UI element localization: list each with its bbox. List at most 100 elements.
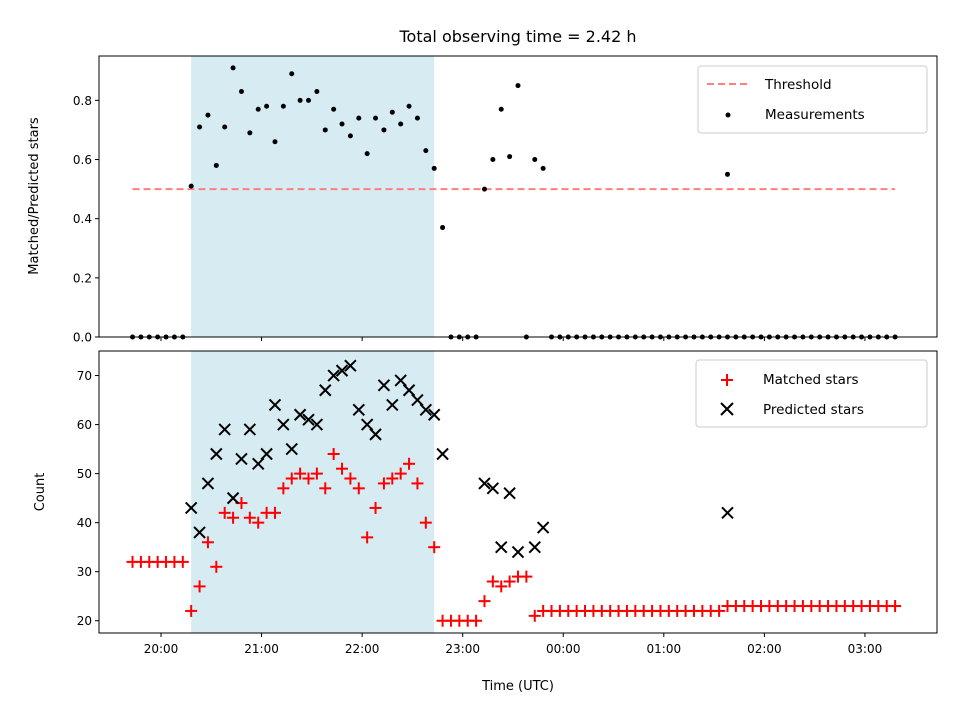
predicted-star-stroke-b bbox=[536, 521, 550, 534]
predicted-star-stroke-b bbox=[226, 491, 240, 505]
measurement-point bbox=[289, 71, 295, 77]
legend-matched-swatch bbox=[721, 374, 733, 386]
predicted-star-stroke-b bbox=[344, 359, 357, 372]
predicted-star-stroke-b bbox=[310, 418, 324, 431]
matched-star-point bbox=[352, 482, 365, 495]
bottom-y-axis-label: Count bbox=[33, 473, 48, 512]
top-legend: Threshold Measurements bbox=[697, 65, 928, 134]
bottom-axes-frame bbox=[98, 350, 938, 634]
bottom-y-ticks: 20 30 40 50 60 70 bbox=[77, 369, 99, 628]
bottom-y-tick-label: 20 bbox=[77, 614, 92, 628]
measurement-point bbox=[188, 183, 194, 189]
measurement-point bbox=[306, 97, 311, 103]
predicted-star-stroke-b bbox=[327, 369, 340, 382]
predicted-star-point bbox=[360, 418, 374, 431]
matched-star-point bbox=[185, 604, 198, 617]
matched-star-point bbox=[176, 555, 189, 568]
predicted-star-stroke-b bbox=[335, 364, 349, 377]
matched-star-point bbox=[327, 447, 340, 460]
x-tick-label: 03:00 bbox=[848, 642, 883, 656]
bottom-y-tick-label: 70 bbox=[77, 369, 92, 383]
predicted-star-point bbox=[335, 364, 349, 377]
measurement-point bbox=[381, 127, 387, 133]
predicted-star-stroke-b bbox=[360, 418, 374, 431]
measurement-point bbox=[431, 165, 437, 171]
predicted-star-point bbox=[377, 379, 391, 392]
measurement-point bbox=[389, 109, 395, 115]
predicted-star-stroke-b bbox=[721, 506, 734, 520]
predicted-star-point bbox=[486, 482, 500, 495]
top-y-tick-label: 0.6 bbox=[73, 153, 92, 167]
measurement-point bbox=[725, 171, 730, 177]
matched-star-point bbox=[486, 575, 499, 588]
predicted-star-point bbox=[210, 447, 223, 461]
matched-star-point bbox=[369, 501, 382, 514]
predicted-star-stroke-b bbox=[436, 447, 449, 461]
x-tick-label: 02:00 bbox=[747, 642, 782, 656]
matched-star-point bbox=[503, 575, 516, 588]
predicted-star-point bbox=[235, 452, 248, 466]
measurement-point bbox=[481, 186, 487, 192]
legend-predicted-swatch bbox=[720, 402, 734, 416]
matched-star-point bbox=[285, 472, 298, 485]
bottom-y-tick-label: 30 bbox=[77, 565, 92, 579]
predicted-star-point bbox=[327, 369, 340, 382]
predicted-star-stroke-b bbox=[193, 526, 206, 539]
measurement-point bbox=[272, 139, 278, 145]
matched-star-point bbox=[361, 531, 374, 544]
predicted-star-stroke-b bbox=[260, 447, 273, 461]
matched-star-point bbox=[319, 482, 332, 495]
bottom-x-ticks: 20:00 21:00 22:00 23:00 00:00 01:00 02:00 03:00 bbox=[144, 633, 883, 656]
predicted-star-stroke-b bbox=[386, 398, 399, 412]
predicted-star-stroke-b bbox=[511, 545, 525, 559]
measurement-point bbox=[532, 157, 538, 163]
predicted-star-point bbox=[721, 506, 734, 520]
bottom-y-tick-label: 50 bbox=[77, 467, 92, 481]
predicted-star-point bbox=[302, 413, 315, 426]
legend-measurements-label: Measurements bbox=[765, 107, 865, 123]
predicted-star-stroke-b bbox=[503, 487, 516, 500]
predicted-star-point bbox=[277, 418, 290, 431]
matched-star-point bbox=[528, 609, 541, 622]
matched-star-point bbox=[310, 467, 323, 480]
top-highlight-span bbox=[191, 56, 435, 337]
predicted-star-point bbox=[268, 398, 282, 412]
matched-star-point bbox=[713, 604, 726, 617]
matched-star-point bbox=[470, 614, 483, 627]
matched-star-point bbox=[394, 467, 407, 480]
matched-stars-points bbox=[126, 447, 902, 627]
x-tick-label: 00:00 bbox=[546, 642, 581, 656]
bottom-panel: 20 30 40 50 60 70 20:00 21:00 22:00 23:00 00:00 01… bbox=[33, 350, 938, 694]
predicted-star-stroke-b bbox=[419, 403, 433, 417]
matched-star-point bbox=[302, 472, 315, 485]
measurement-point bbox=[230, 65, 236, 71]
predicted-star-stroke-b bbox=[402, 384, 416, 397]
measurement-point bbox=[414, 115, 420, 121]
measurement-point bbox=[238, 88, 244, 94]
matched-star-point bbox=[889, 600, 902, 613]
bottom-legend: Matched stars Predicted stars bbox=[695, 359, 928, 428]
measurement-point bbox=[297, 97, 303, 103]
predicted-star-stroke-b bbox=[235, 452, 248, 466]
matched-star-point bbox=[336, 462, 349, 475]
measurement-point bbox=[197, 124, 203, 130]
predicted-star-stroke-b bbox=[184, 501, 198, 515]
predicted-star-point bbox=[436, 447, 449, 461]
legend-threshold-label: Threshold bbox=[764, 77, 832, 93]
predicted-star-stroke-b bbox=[528, 540, 541, 554]
top-y-ticks: 0.0 0.2 0.4 0.6 0.8 bbox=[73, 94, 99, 345]
predicted-star-point bbox=[243, 423, 257, 436]
matched-star-point bbox=[243, 511, 256, 524]
top-x-ticks bbox=[160, 337, 866, 341]
measurement-point bbox=[398, 121, 404, 127]
predicted-star-point bbox=[310, 418, 324, 431]
predicted-star-point bbox=[226, 491, 240, 505]
measurement-point bbox=[356, 115, 362, 121]
measurement-point bbox=[490, 157, 496, 163]
predicted-star-point bbox=[293, 408, 307, 421]
x-tick-label: 01:00 bbox=[647, 642, 682, 656]
matched-star-point bbox=[478, 595, 491, 608]
measurement-point bbox=[373, 115, 379, 121]
predicted-star-point bbox=[344, 359, 357, 372]
x-tick-label: 23:00 bbox=[445, 642, 480, 656]
